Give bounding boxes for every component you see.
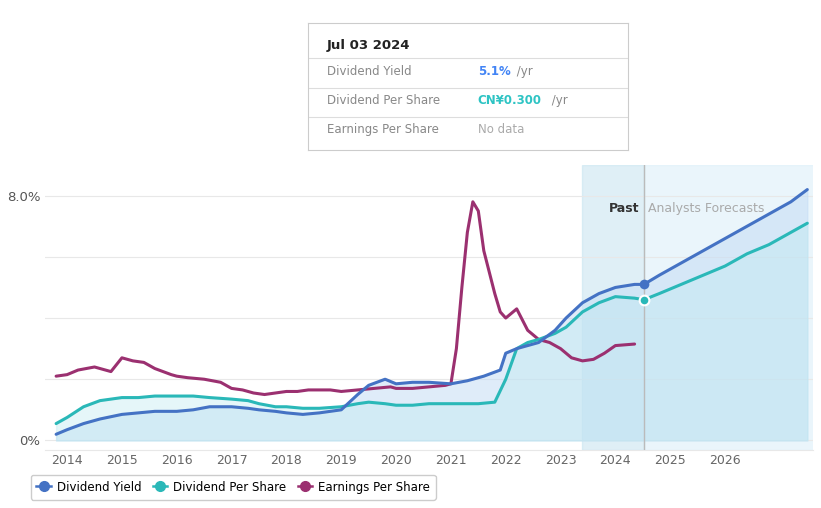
Text: /yr: /yr: [513, 65, 533, 78]
Text: 5.1%: 5.1%: [478, 65, 511, 78]
Text: Jul 03 2024: Jul 03 2024: [327, 40, 410, 52]
Text: Dividend Per Share: Dividend Per Share: [327, 94, 440, 107]
Text: CN¥0.300: CN¥0.300: [478, 94, 542, 107]
Text: Past: Past: [609, 202, 640, 215]
Text: /yr: /yr: [548, 94, 568, 107]
Bar: [644, 165, 821, 450]
Text: Earnings Per Share: Earnings Per Share: [327, 123, 439, 136]
Text: Dividend Yield: Dividend Yield: [327, 65, 411, 78]
Text: No data: No data: [478, 123, 524, 136]
Bar: [583, 165, 644, 450]
Text: Analysts Forecasts: Analysts Forecasts: [649, 202, 764, 215]
Legend: Dividend Yield, Dividend Per Share, Earnings Per Share: Dividend Yield, Dividend Per Share, Earn…: [30, 475, 436, 499]
